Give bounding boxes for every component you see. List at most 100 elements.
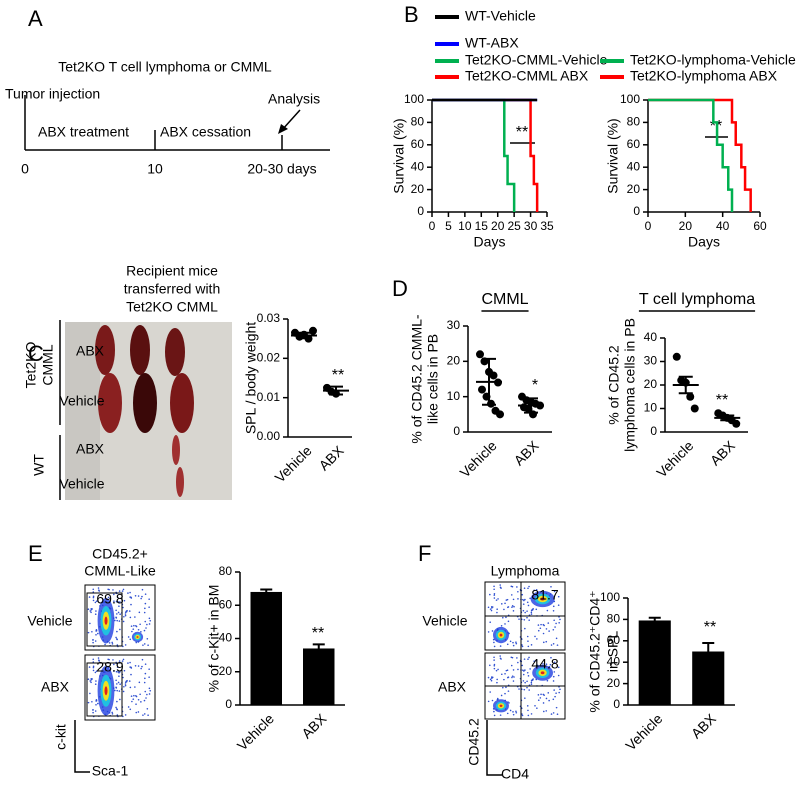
flow-event [132, 628, 135, 630]
flow-event [116, 619, 118, 622]
flow-event [111, 641, 113, 644]
flow-event [143, 643, 146, 645]
flow-event [521, 645, 524, 648]
x-tick-label: 35 [540, 219, 554, 233]
flow-event [516, 657, 518, 659]
flow-title: CD45.2+ [92, 546, 148, 562]
flow-event [137, 595, 140, 597]
flow-event [493, 597, 496, 599]
x-tick-label: ABX [298, 710, 330, 742]
x-tick-label: Vehicle [456, 437, 499, 480]
flow-event [530, 681, 533, 684]
flow-event [95, 629, 98, 631]
flow-event [496, 608, 498, 610]
flow-plot [84, 584, 156, 651]
flow-event [556, 644, 559, 646]
x-tick-label: 20 [491, 219, 505, 233]
flow-event [503, 608, 505, 611]
flow-event [552, 712, 555, 714]
flow-event [134, 594, 137, 597]
spleen [165, 328, 185, 376]
y-axis-label: % of CD45.2⁺CD4⁺ [587, 590, 603, 712]
flow-event [118, 590, 121, 592]
y-tick-label: 0 [613, 697, 620, 711]
flow-event [552, 605, 555, 608]
flow-event [546, 609, 549, 612]
flow-event [521, 644, 523, 646]
panel-letter: F [418, 541, 431, 566]
panel-letter: A [28, 6, 43, 31]
flow-event [505, 686, 507, 689]
flow-event [493, 659, 495, 661]
y-axis-label: lymphoma cells in PB [622, 318, 638, 452]
axis-label: CD45.2 [466, 718, 482, 766]
flow-event [113, 670, 115, 672]
flow-event [497, 598, 499, 600]
flow-event [530, 713, 533, 715]
flow-event [143, 713, 146, 715]
flow-event [112, 589, 114, 591]
arrow-head [278, 124, 288, 134]
flow-event [92, 596, 95, 599]
flow-event [147, 714, 149, 717]
flow-event [108, 642, 111, 644]
flow-event [135, 703, 137, 705]
flow-event [499, 645, 502, 647]
y-tick-label: 60 [627, 137, 641, 151]
significance: ** [716, 392, 728, 409]
flow-event [493, 592, 496, 595]
flow-event [95, 600, 98, 603]
flow-event [499, 714, 502, 716]
flow-event [87, 678, 90, 681]
flow-event [146, 707, 149, 710]
significance: ** [332, 367, 344, 384]
flow-event [487, 700, 490, 703]
spleen [176, 467, 184, 497]
y-tick-label: 20 [447, 354, 461, 368]
flow-event [542, 641, 545, 644]
flow-density [136, 636, 139, 638]
error-bar [297, 331, 311, 340]
flow-event [126, 679, 128, 682]
flow-event [503, 678, 505, 681]
flow-event [92, 641, 94, 644]
flow-event [557, 666, 560, 669]
flow-event [148, 676, 150, 678]
flow-event [559, 688, 561, 691]
error-bar [524, 397, 538, 414]
flow-event [552, 609, 555, 612]
flow-event [493, 645, 496, 648]
y-tick-label: 20 [627, 182, 641, 196]
flow-event [145, 697, 147, 699]
x-tick-label: 40 [716, 219, 730, 233]
flow-event [127, 662, 129, 664]
flow-event [499, 655, 501, 657]
flow-event [510, 664, 513, 667]
error-bar [312, 643, 325, 649]
flow-event [140, 631, 142, 633]
flow-event [506, 712, 509, 715]
y-tick-label: 80 [607, 612, 621, 626]
flow-event [493, 663, 496, 666]
flow-event [490, 606, 493, 608]
flow-event [535, 608, 538, 611]
flow-event [111, 643, 114, 645]
x-tick-label: 15 [475, 219, 489, 233]
flow-event [511, 605, 514, 607]
x-tick-label: 20 [679, 219, 693, 233]
y-tick-label: 40 [411, 159, 425, 173]
flow-event [119, 613, 121, 615]
flow-event [504, 672, 506, 675]
flow-event [493, 641, 495, 644]
flow-event [143, 681, 146, 684]
y-tick-label: 0 [633, 204, 640, 218]
flow-event [542, 623, 545, 626]
flow-event [523, 599, 525, 602]
data-point [732, 419, 741, 428]
flow-event [554, 626, 556, 628]
flow-event [548, 699, 550, 702]
group-label: Tet2KO [23, 342, 39, 389]
flow-event [506, 643, 509, 646]
spleen [172, 435, 180, 465]
flow-event [490, 609, 493, 612]
